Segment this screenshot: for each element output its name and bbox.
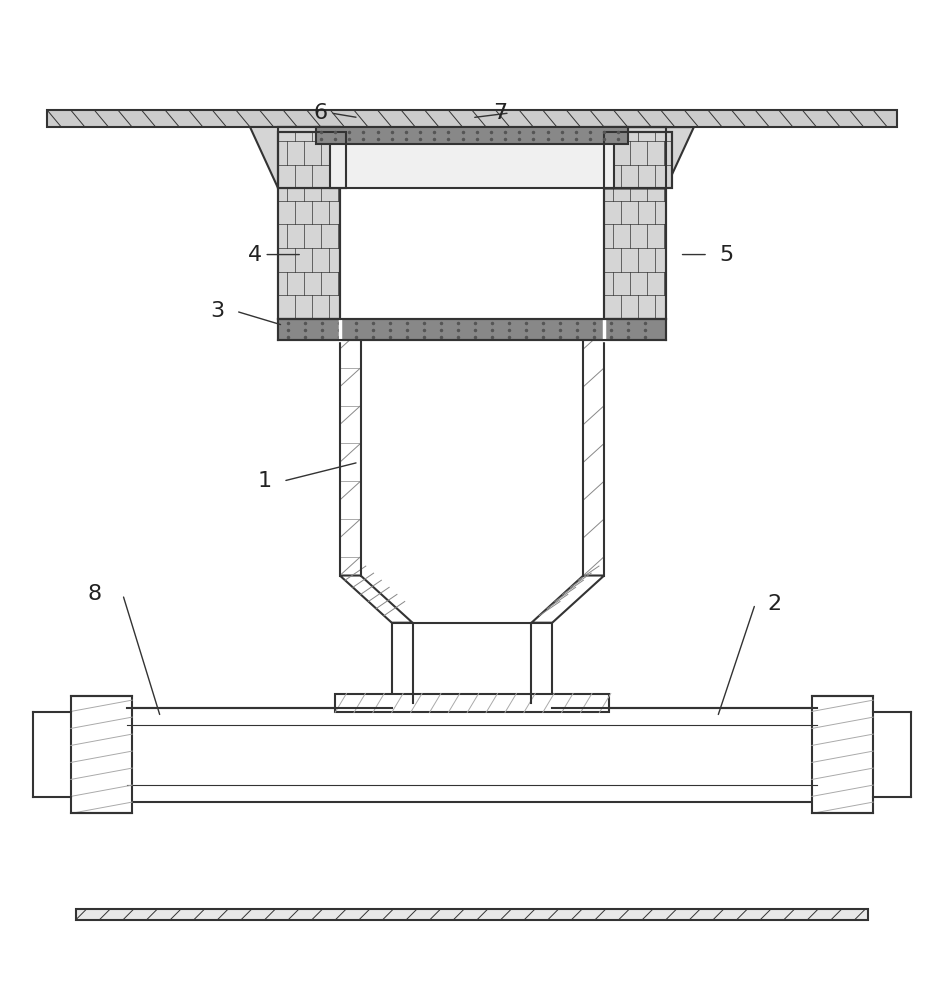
Text: 3: 3 [211,301,224,321]
Text: 1: 1 [258,471,271,491]
Bar [127,708,817,802]
Polygon shape [604,127,694,188]
Text: 5: 5 [719,245,734,265]
Bar [278,127,340,319]
Bar [604,127,666,319]
Bar [47,110,897,127]
Bar [335,694,609,712]
Text: 4: 4 [248,245,261,265]
Bar [278,132,346,188]
Bar [316,127,628,144]
Bar [604,132,671,188]
Text: 7: 7 [494,103,507,123]
Bar [278,132,346,188]
Bar [604,132,671,188]
Bar [812,696,873,813]
Bar [278,127,340,319]
Text: 2: 2 [767,594,781,614]
Bar [392,623,552,703]
Text: 8: 8 [88,584,101,604]
Polygon shape [340,576,413,623]
Bar [71,696,132,813]
Polygon shape [531,576,604,623]
Bar [278,319,666,340]
Bar [76,909,868,920]
Bar [330,130,614,188]
Text: 6: 6 [314,103,328,123]
Polygon shape [250,127,340,188]
Bar [604,127,666,319]
